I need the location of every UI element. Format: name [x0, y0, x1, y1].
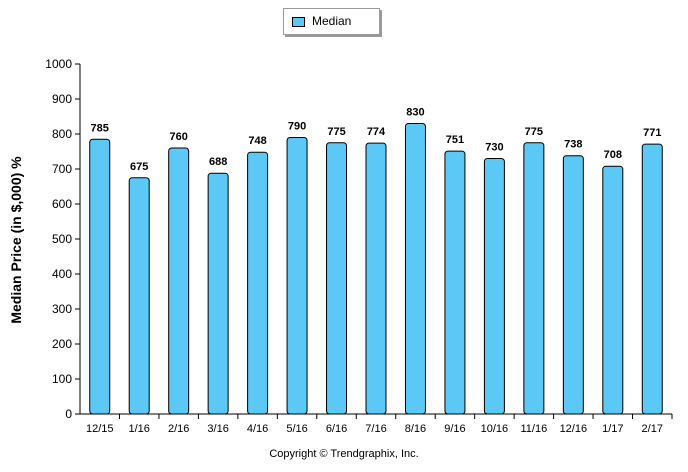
y-tick-label: 0	[65, 407, 72, 421]
bar-8/16	[404, 123, 426, 415]
x-tick-label: 1/17	[602, 423, 623, 435]
bar-1/16	[128, 177, 150, 415]
x-tick-label: 12/16	[560, 423, 588, 435]
y-tick-label: 600	[52, 197, 72, 211]
x-tick-label: 7/16	[365, 423, 386, 435]
y-tick-label: 200	[52, 337, 72, 351]
legend-swatch-median	[292, 17, 305, 27]
y-tick-label: 400	[52, 267, 72, 281]
legend: Median	[283, 8, 380, 35]
data-label: 771	[643, 127, 661, 139]
x-tick-label: 1/16	[128, 423, 149, 435]
bar-2/17	[641, 143, 663, 415]
x-tick-label: 8/16	[405, 423, 426, 435]
y-tick-label: 1000	[45, 57, 72, 71]
bar-5/16	[286, 137, 308, 415]
data-label: 760	[169, 131, 187, 143]
x-tick-label: 4/16	[247, 423, 268, 435]
data-label: 675	[130, 161, 148, 173]
data-label: 748	[248, 135, 266, 147]
data-label: 708	[604, 149, 622, 161]
data-label: 830	[406, 107, 424, 119]
x-tick-label: 9/16	[444, 423, 465, 435]
x-tick-label: 11/16	[521, 423, 548, 435]
data-label: 790	[288, 121, 306, 133]
bar-1/17	[602, 165, 624, 415]
bar-3/16	[207, 172, 229, 415]
x-tick-label: 5/16	[286, 423, 307, 435]
data-label: 774	[367, 126, 386, 138]
copyright-text: Copyright © Trendgraphix, Inc.	[269, 448, 419, 460]
bar-7/16	[365, 142, 387, 415]
y-tick-label: 100	[52, 372, 72, 386]
bar-12/16	[562, 155, 584, 415]
x-tick-label: 2/17	[642, 423, 663, 435]
data-label: 775	[327, 126, 345, 138]
y-tick-label: 500	[52, 232, 72, 246]
y-tick-label: 800	[52, 127, 72, 141]
x-tick-label: 6/16	[326, 423, 347, 435]
y-tick-label: 900	[52, 92, 72, 106]
legend-label-median: Median	[312, 14, 352, 28]
data-label: 730	[485, 142, 503, 154]
bar-9/16	[444, 150, 466, 415]
data-label: 738	[564, 139, 582, 151]
bar-12/15	[89, 138, 111, 415]
x-tick-label: 10/16	[481, 423, 509, 435]
x-tick-label: 12/15	[86, 423, 114, 435]
y-tick-label: 300	[52, 302, 72, 316]
x-tick-label: 3/16	[207, 423, 228, 435]
data-label: 751	[446, 134, 464, 146]
y-tick-label: 700	[52, 162, 72, 176]
data-label: 775	[525, 126, 543, 138]
bar-2/16	[168, 147, 190, 415]
data-label: 785	[91, 122, 109, 134]
x-tick-label: 2/16	[168, 423, 189, 435]
bar-11/16	[523, 142, 545, 415]
bar-4/16	[247, 151, 269, 415]
bar-6/16	[326, 142, 348, 415]
bar-10/16	[483, 158, 505, 415]
data-label: 688	[209, 156, 227, 168]
